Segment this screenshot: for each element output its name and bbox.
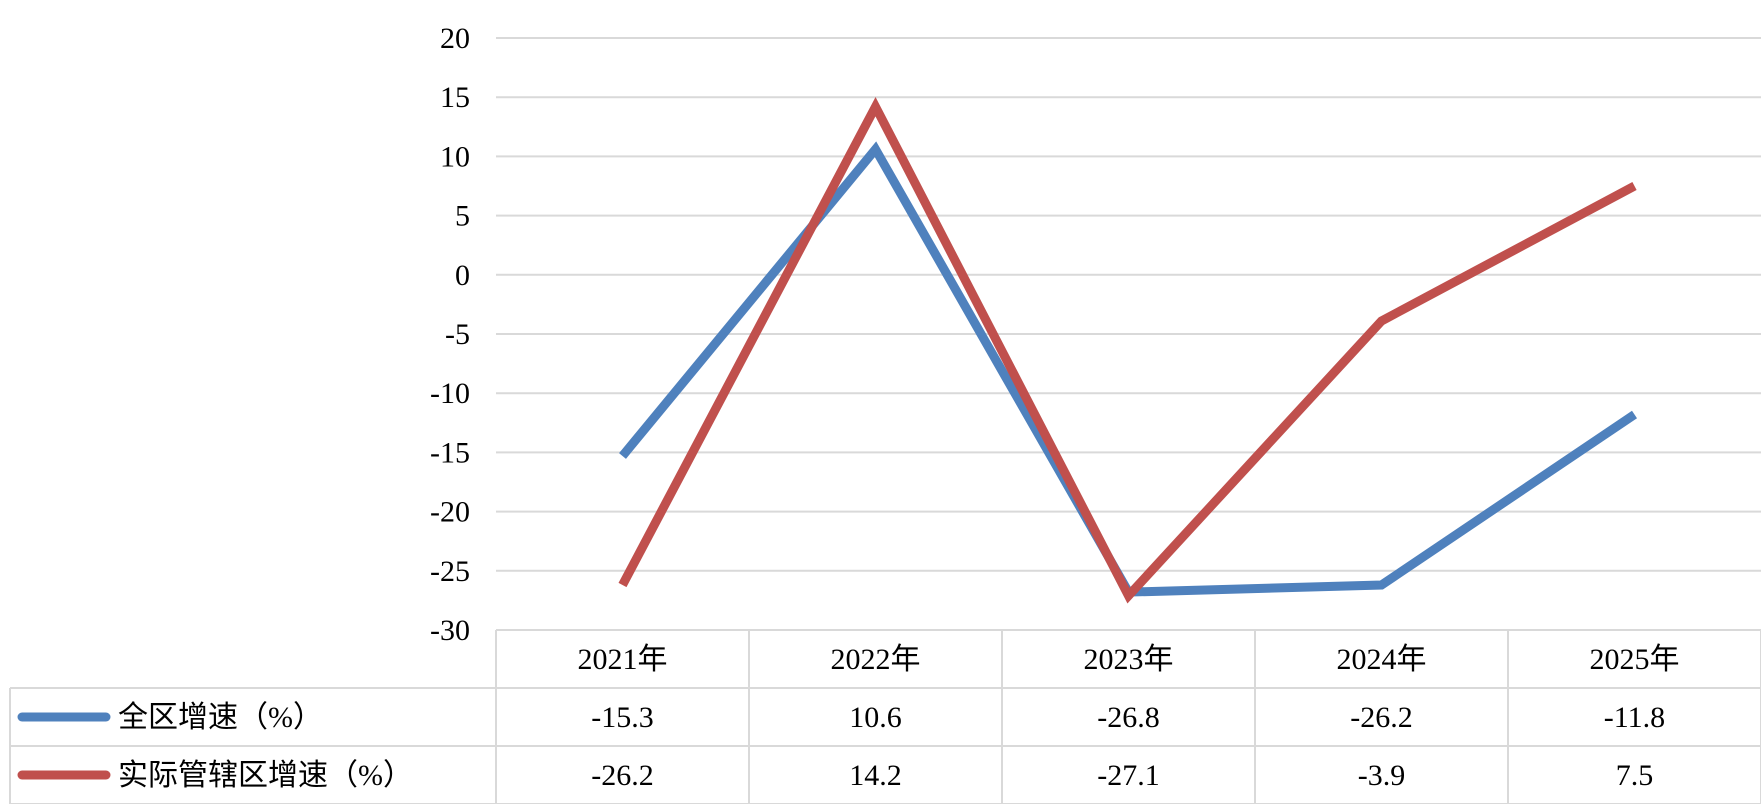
legend-label: 全区增速（%） — [118, 701, 323, 734]
x-tick-label: 2024年 — [1337, 643, 1427, 676]
data-table-cell: -11.8 — [1604, 701, 1665, 734]
data-table-cell: -26.2 — [591, 759, 654, 792]
y-tick-label: 10 — [440, 140, 470, 173]
y-tick-label: -30 — [430, 614, 470, 647]
data-table-cell: -26.8 — [1097, 701, 1160, 734]
gridlines — [496, 37, 1761, 631]
y-axis-ticks: 20 15 10 5 0 -5 -10 -15 -20 -25 -30 — [430, 22, 470, 647]
y-tick-label: 15 — [440, 81, 470, 114]
y-tick-label: 5 — [455, 200, 470, 233]
data-table-cell: -15.3 — [591, 701, 654, 734]
y-tick-label: -5 — [445, 318, 470, 351]
data-table-cell: 7.5 — [1616, 759, 1654, 792]
x-tick-label: 2023年 — [1084, 643, 1174, 676]
x-tick-label: 2025年 — [1590, 643, 1680, 676]
y-tick-label: 0 — [455, 259, 470, 292]
data-table-cell: -27.1 — [1097, 759, 1160, 792]
data-table-cell: -3.9 — [1358, 759, 1406, 792]
data-table-cell: 14.2 — [849, 759, 902, 792]
y-tick-label: -20 — [430, 496, 470, 529]
y-tick-label: 20 — [440, 22, 470, 55]
x-tick-label: 2022年 — [831, 643, 921, 676]
data-table-cell: 10.6 — [849, 701, 902, 734]
y-tick-label: -25 — [430, 555, 470, 588]
series-line — [618, 96, 1637, 604]
data-table-cell: -26.2 — [1350, 701, 1413, 734]
y-tick-label: -15 — [430, 436, 470, 469]
x-tick-label: 2021年 — [578, 643, 668, 676]
series-lines — [618, 96, 1638, 604]
y-tick-label: -10 — [430, 377, 470, 410]
legend-label: 实际管辖区增速（%） — [118, 759, 413, 792]
